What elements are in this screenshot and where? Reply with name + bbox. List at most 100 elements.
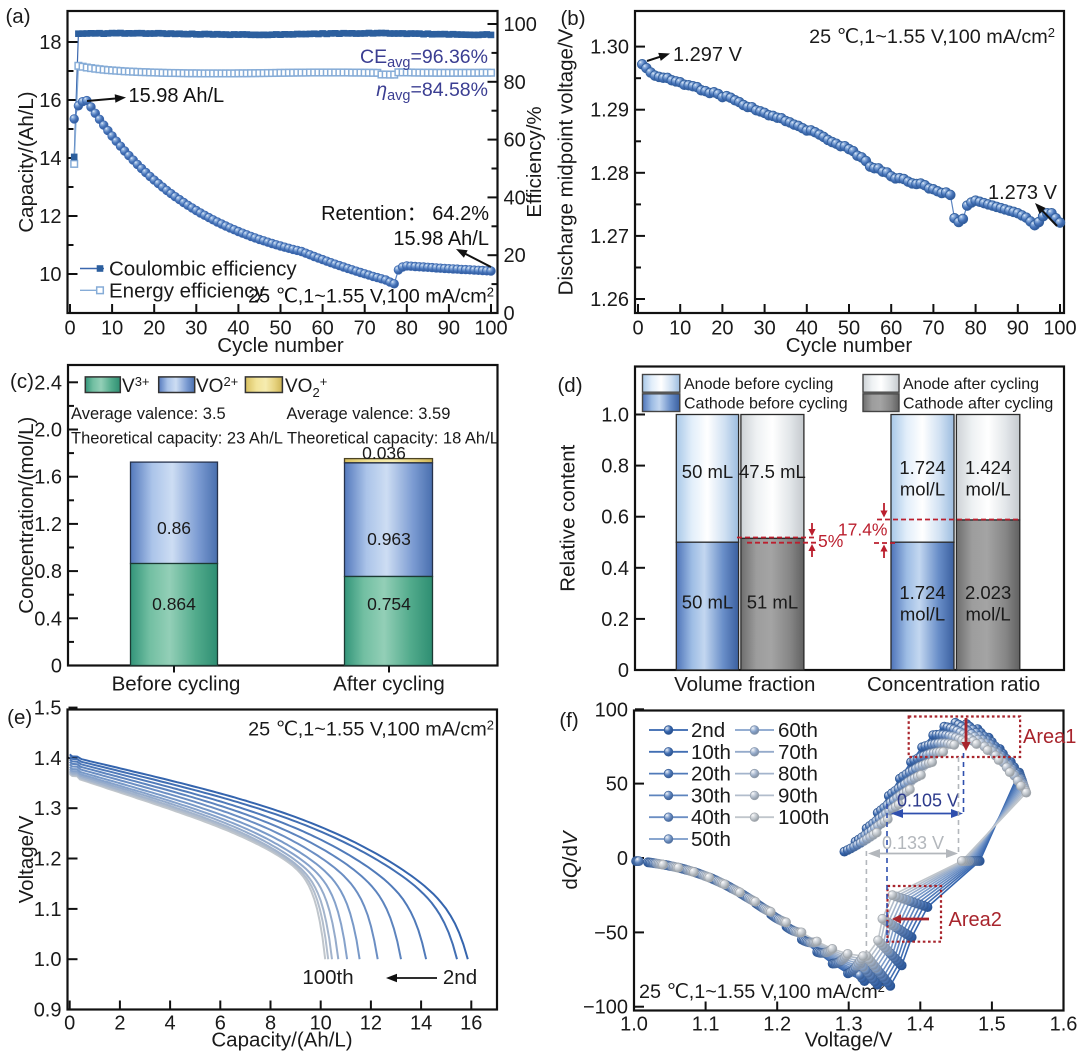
svg-text:10: 10 xyxy=(101,318,123,340)
svg-text:20th: 20th xyxy=(691,763,731,786)
svg-text:(a): (a) xyxy=(5,5,30,28)
svg-text:Retention： 64.2%: Retention： 64.2% xyxy=(321,203,489,225)
svg-text:(f): (f) xyxy=(559,709,578,732)
svg-text:1.273 V: 1.273 V xyxy=(988,182,1058,204)
svg-text:Cycle number: Cycle number xyxy=(786,334,913,357)
svg-text:Concentration/(mol/L): Concentration/(mol/L) xyxy=(15,417,38,614)
svg-text:50 mL: 50 mL xyxy=(682,461,733,482)
svg-text:1.30: 1.30 xyxy=(590,37,629,59)
svg-text:Efficiency/%: Efficiency/% xyxy=(523,106,546,217)
svg-text:1.29: 1.29 xyxy=(590,100,629,122)
svg-text:CEavg=96.36%: CEavg=96.36% xyxy=(360,46,488,71)
svg-text:16: 16 xyxy=(460,1013,482,1035)
svg-text:Coulombic efficiency: Coulombic efficiency xyxy=(109,258,297,281)
svg-text:2nd: 2nd xyxy=(691,719,725,742)
svg-text:Before cycling: Before cycling xyxy=(112,673,241,696)
svg-text:1.5: 1.5 xyxy=(978,1014,1006,1036)
svg-text:(d): (d) xyxy=(557,374,582,397)
svg-text:1.0: 1.0 xyxy=(34,949,62,971)
svg-text:25 ℃,1~1.55 V,100 mA/cm2: 25 ℃,1~1.55 V,100 mA/cm2 xyxy=(248,285,494,308)
svg-text:1.6: 1.6 xyxy=(34,467,62,489)
svg-text:Cycle number: Cycle number xyxy=(217,334,344,357)
svg-text:40: 40 xyxy=(504,187,526,209)
svg-text:90: 90 xyxy=(1007,318,1029,340)
svg-text:100th: 100th xyxy=(778,806,829,829)
svg-text:80th: 80th xyxy=(778,763,818,786)
svg-text:Average valence: 3.59: Average valence: 3.59 xyxy=(287,405,451,423)
svg-text:(c): (c) xyxy=(10,370,34,393)
svg-text:0: 0 xyxy=(51,656,62,678)
svg-text:1.5: 1.5 xyxy=(34,698,62,720)
svg-text:14: 14 xyxy=(410,1013,432,1035)
svg-text:100: 100 xyxy=(474,318,507,340)
svg-text:0.133 V: 0.133 V xyxy=(882,833,944,853)
svg-text:12: 12 xyxy=(360,1013,382,1035)
svg-text:90th: 90th xyxy=(778,784,818,807)
svg-text:Relative content: Relative content xyxy=(557,444,580,591)
svg-text:0: 0 xyxy=(632,318,643,340)
svg-text:0: 0 xyxy=(504,303,515,325)
svg-text:60: 60 xyxy=(880,318,902,340)
svg-text:30: 30 xyxy=(753,318,775,340)
svg-text:Energy efficiency: Energy efficiency xyxy=(109,279,265,302)
svg-text:(e): (e) xyxy=(7,706,32,729)
svg-text:5%: 5% xyxy=(818,531,843,551)
svg-text:60: 60 xyxy=(311,318,333,340)
svg-text:50: 50 xyxy=(838,318,860,340)
svg-text:17.4%: 17.4% xyxy=(838,520,888,540)
svg-text:1.6: 1.6 xyxy=(1050,1014,1078,1036)
svg-text:10: 10 xyxy=(39,264,61,286)
svg-text:Area1: Area1 xyxy=(1023,726,1076,748)
svg-text:70: 70 xyxy=(922,318,944,340)
svg-text:25 ℃,1~1.55 V,100 mA/cm2: 25 ℃,1~1.55 V,100 mA/cm2 xyxy=(809,25,1055,48)
svg-text:14: 14 xyxy=(39,148,61,170)
svg-text:60th: 60th xyxy=(778,719,818,742)
svg-text:After cycling: After cycling xyxy=(333,673,445,696)
svg-text:18: 18 xyxy=(39,32,61,54)
svg-text:15.98 Ah/L: 15.98 Ah/L xyxy=(129,85,225,107)
svg-text:0: 0 xyxy=(64,1013,75,1035)
svg-text:1.0: 1.0 xyxy=(601,405,629,427)
svg-text:10: 10 xyxy=(669,318,691,340)
svg-text:(b): (b) xyxy=(560,7,585,30)
svg-text:dQ/dV: dQ/dV xyxy=(559,829,582,889)
svg-text:100: 100 xyxy=(595,699,628,721)
svg-text:Theoretical capacity: 23 Ah/L: Theoretical capacity: 23 Ah/L xyxy=(71,430,283,448)
svg-text:Theoretical capacity: 18 Ah/L: Theoretical capacity: 18 Ah/L xyxy=(287,430,499,448)
svg-text:51 mL: 51 mL xyxy=(747,592,798,613)
svg-text:1.26: 1.26 xyxy=(590,289,629,311)
svg-text:50 mL: 50 mL xyxy=(682,592,733,613)
svg-text:mol/L: mol/L xyxy=(900,479,945,500)
svg-text:mol/L: mol/L xyxy=(900,604,945,625)
svg-text:Voltage/V: Voltage/V xyxy=(15,815,38,903)
svg-text:30: 30 xyxy=(185,318,207,340)
svg-text:100: 100 xyxy=(504,14,537,36)
svg-text:8: 8 xyxy=(265,1013,276,1035)
svg-text:ηavg=84.58%: ηavg=84.58% xyxy=(376,79,488,104)
svg-text:40th: 40th xyxy=(691,806,731,829)
svg-text:1.724: 1.724 xyxy=(899,457,945,478)
svg-text:0.4: 0.4 xyxy=(601,558,629,580)
svg-text:6: 6 xyxy=(215,1013,226,1035)
svg-text:Area2: Area2 xyxy=(949,909,1002,931)
svg-text:0.9: 0.9 xyxy=(34,1000,62,1022)
svg-text:20: 20 xyxy=(504,245,526,267)
svg-text:60: 60 xyxy=(504,130,526,152)
svg-text:4: 4 xyxy=(165,1013,176,1035)
svg-text:1.28: 1.28 xyxy=(590,163,629,185)
svg-text:1.424: 1.424 xyxy=(965,457,1011,478)
svg-text:Cathode after cycling: Cathode after cycling xyxy=(903,396,1053,413)
svg-text:40: 40 xyxy=(227,318,249,340)
svg-text:0.105 V: 0.105 V xyxy=(897,791,959,811)
svg-text:20: 20 xyxy=(143,318,165,340)
svg-text:−100: −100 xyxy=(583,997,628,1019)
svg-text:Volume fraction: Volume fraction xyxy=(674,673,815,696)
svg-text:Capacity/(Ah/L): Capacity/(Ah/L) xyxy=(15,91,38,232)
svg-text:100: 100 xyxy=(1043,318,1076,340)
svg-text:80: 80 xyxy=(964,318,986,340)
svg-text:Anode after cycling: Anode after cycling xyxy=(903,376,1039,393)
svg-text:0: 0 xyxy=(617,848,628,870)
svg-text:70th: 70th xyxy=(778,741,818,764)
svg-text:Capacity/(Ah/L): Capacity/(Ah/L) xyxy=(211,1029,352,1052)
svg-text:0.8: 0.8 xyxy=(601,456,629,478)
